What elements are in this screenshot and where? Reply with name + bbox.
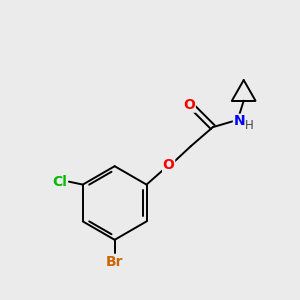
- Text: N: N: [233, 114, 245, 128]
- Text: O: O: [163, 158, 175, 172]
- Text: Br: Br: [106, 255, 123, 269]
- Text: Cl: Cl: [52, 175, 67, 189]
- Text: O: O: [183, 98, 195, 112]
- Text: H: H: [245, 119, 254, 132]
